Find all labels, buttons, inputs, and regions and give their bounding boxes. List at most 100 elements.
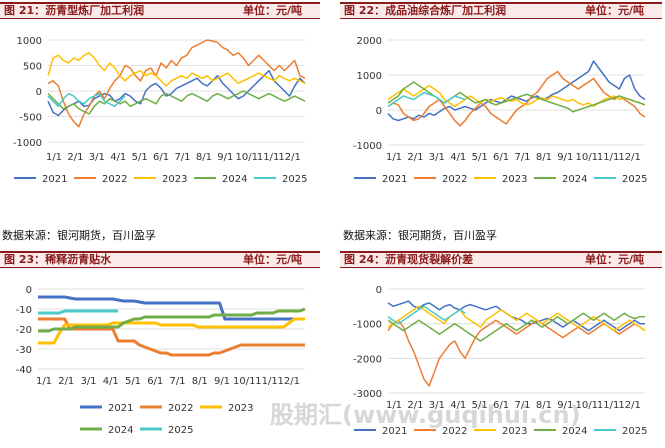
x-tick-label: 11/1 xyxy=(597,152,619,163)
chart-title: 图 23：稀释沥青贴水 xyxy=(4,253,112,266)
chart-title: 图 21：沥青型炼厂加工利润 xyxy=(4,4,145,17)
x-tick-label: 5/1 xyxy=(472,400,488,411)
x-tick-label: 7/1 xyxy=(169,376,185,387)
x-tick-label: 5/1 xyxy=(472,152,488,163)
x-tick-label: 1/1 xyxy=(36,376,52,387)
series-line-2021 xyxy=(38,295,305,321)
series-line-2024 xyxy=(387,312,645,342)
legend-label-2024: 2024 xyxy=(562,174,587,185)
series-line-2025 xyxy=(387,91,466,108)
y-tick-label: -1000 xyxy=(353,320,382,331)
chart-unit: 单位：元/吨 xyxy=(584,4,644,17)
series-line-2025 xyxy=(387,305,466,325)
x-tick-label: 10/1 xyxy=(236,152,258,163)
x-tick-label: 9/1 xyxy=(557,152,573,163)
y-tick-label: -10 xyxy=(16,305,32,316)
chart-22-svg: 2000 1000 0 -1000 1/1 2/1 3/1 4/1 5/1 6/1 7/1 8/1 9/… xyxy=(353,36,648,185)
chart-unit: 单位：元/吨 xyxy=(242,253,302,266)
series-line-2022 xyxy=(387,70,646,127)
legend-label-2021: 2021 xyxy=(382,426,407,437)
legend-label-2023: 2023 xyxy=(228,403,253,414)
chart-header-21: 图 21：沥青型炼厂加工利润 单位：元/吨 xyxy=(0,2,320,19)
chart-title: 图 22：成品油综合炼厂加工利润 xyxy=(344,4,507,17)
x-tick-label: 5/1 xyxy=(125,376,141,387)
x-tick-label: 2/1 xyxy=(67,152,83,163)
x-tick-label: 5/1 xyxy=(132,152,148,163)
x-tick-label: 10/1 xyxy=(576,400,598,411)
y-tick-label: 1000 xyxy=(357,71,382,82)
legend-label-2021: 2021 xyxy=(108,403,133,414)
x-tick-label: 1/1 xyxy=(386,152,402,163)
legend-label-2022: 2022 xyxy=(168,403,193,414)
legend-label-2023: 2023 xyxy=(162,174,187,185)
y-tick-label: -2000 xyxy=(353,354,382,365)
y-tick-label: 0 xyxy=(376,285,382,296)
x-tick-label: 7/1 xyxy=(514,400,530,411)
x-tick-label: 3/1 xyxy=(429,152,445,163)
series-line-2024 xyxy=(47,90,306,115)
x-tick-label: 1/1 xyxy=(386,400,402,411)
y-tick-label: -30 xyxy=(16,345,32,356)
legend-label-2022: 2022 xyxy=(442,426,467,437)
legend-label-2024: 2024 xyxy=(222,174,247,185)
x-tick-label: 10/1 xyxy=(576,152,598,163)
legend-label-2022: 2022 xyxy=(102,174,127,185)
legend-label-2021: 2021 xyxy=(382,174,407,185)
series-line-2022 xyxy=(387,319,646,387)
chart-21-svg: 1000 500 0 -500 -1000 1/1 2/1 3/1 4/1 5/1 6/1 7/1 8/… xyxy=(13,36,308,185)
y-tick-label: -20 xyxy=(16,325,32,336)
y-tick-label: -3000 xyxy=(353,389,382,400)
x-tick-label: 9/1 xyxy=(217,152,233,163)
y-tick-label: 500 xyxy=(23,62,42,73)
series-line-2021 xyxy=(387,300,645,332)
x-tick-label: 12/1 xyxy=(278,152,300,163)
x-tick-label: 12/1 xyxy=(618,400,640,411)
y-tick-label: -500 xyxy=(19,113,42,124)
series-line-2023 xyxy=(387,84,646,108)
legend-label-2023: 2023 xyxy=(502,174,527,185)
chart-24-svg: 0 -1000 -2000 -3000 1/1 2/1 3/1 4/1 5/1 6/1 7/1 8/1… xyxy=(353,285,648,437)
x-tick-label: 4/1 xyxy=(110,152,126,163)
x-tick-label: 3/1 xyxy=(80,376,96,387)
x-tick-label: 3/1 xyxy=(89,152,105,163)
x-tick-label: 4/1 xyxy=(450,400,466,411)
x-tick-label: 2/1 xyxy=(407,400,423,411)
legend-label-2021: 2021 xyxy=(42,174,67,185)
y-tick-label: -1000 xyxy=(353,141,382,152)
x-tick-label: 4/1 xyxy=(450,152,466,163)
source-note-left: 数据来源：银河期货，百川盈孚 xyxy=(2,229,156,242)
y-tick-label: 0 xyxy=(36,87,42,98)
series-line-2024 xyxy=(387,81,646,113)
y-tick-label: -1000 xyxy=(13,138,42,149)
chart-header-23: 图 23：稀释沥青贴水 单位：元/吨 xyxy=(0,251,320,268)
legend-label-2025: 2025 xyxy=(622,426,647,437)
legend-label-2025: 2025 xyxy=(622,174,647,185)
x-tick-label: 9/1 xyxy=(214,376,230,387)
y-tick-label: 0 xyxy=(376,106,382,117)
y-tick-label: 1000 xyxy=(17,36,42,47)
x-tick-label: 7/1 xyxy=(174,152,190,163)
x-tick-label: 10/1 xyxy=(233,376,255,387)
legend-label-2022: 2022 xyxy=(442,174,467,185)
x-tick-label: 11/1 xyxy=(597,400,619,411)
series-line-2025 xyxy=(47,92,126,108)
x-tick-label: 6/1 xyxy=(147,376,163,387)
y-tick-label: 2000 xyxy=(357,36,382,47)
series-line-2024 xyxy=(38,307,306,333)
x-tick-label: 6/1 xyxy=(493,400,509,411)
x-tick-label: 6/1 xyxy=(153,152,169,163)
x-tick-label: 8/1 xyxy=(196,152,212,163)
x-tick-label: 2/1 xyxy=(407,152,423,163)
x-tick-label: 3/1 xyxy=(429,400,445,411)
watermark: 股期汇(www.guqihui.cn) xyxy=(270,401,581,429)
legend-label-2025: 2025 xyxy=(282,174,307,185)
source-note-right: 数据来源：银河期货，百川盈孚 xyxy=(343,229,497,242)
legend-label-2023: 2023 xyxy=(502,426,527,437)
series-line-2022 xyxy=(47,39,306,128)
x-tick-label: 12/1 xyxy=(278,376,300,387)
x-tick-label: 7/1 xyxy=(514,152,530,163)
legend-label-2024: 2024 xyxy=(108,425,133,436)
y-tick-label: 0 xyxy=(26,285,32,296)
x-tick-label: 8/1 xyxy=(192,376,208,387)
x-tick-label: 11/1 xyxy=(255,376,277,387)
